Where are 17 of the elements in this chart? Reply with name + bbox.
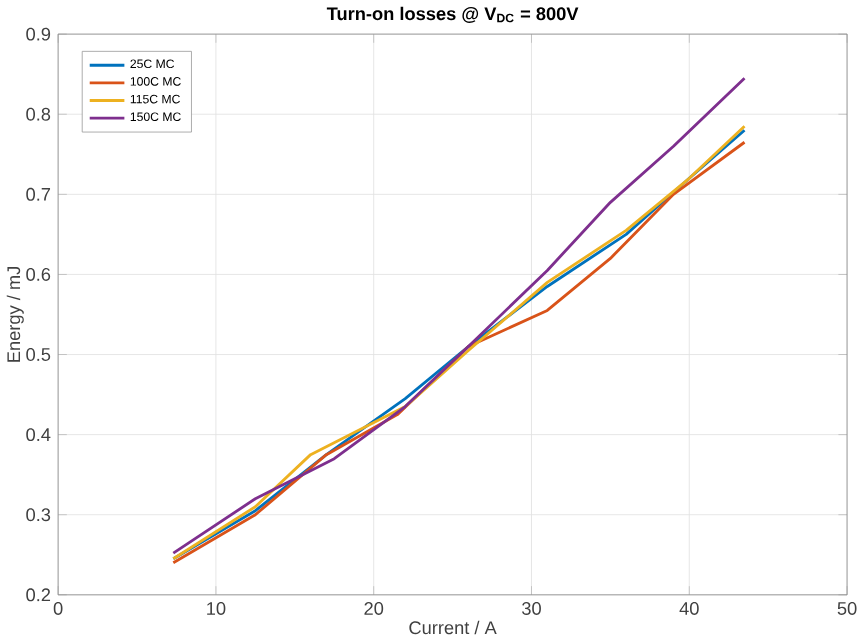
y-tick-label: 0.6 [26, 267, 51, 281]
x-tick-label: 40 [679, 601, 699, 615]
x-tick-label: 50 [837, 601, 857, 615]
x-tick-label: 20 [364, 601, 384, 615]
x-tick-label: 0 [53, 601, 63, 615]
chart-title: Turn-on losses @ V$_{DC}$ = 800V [326, 6, 579, 23]
y-axis-title: Energy / mJ [6, 266, 24, 362]
x-tick-label: 10 [207, 601, 226, 615]
y-tick-label: 0.8 [26, 107, 51, 121]
y-tick-label: 0.4 [26, 427, 51, 441]
y-tick-label: 0.9 [26, 27, 51, 41]
x-axis-title: Current / A [409, 620, 497, 634]
x-tick-label: 30 [522, 601, 541, 615]
y-tick-label: 0.2 [26, 587, 51, 601]
y-tick-label: 0.7 [26, 187, 51, 201]
y-tick-label: 0.3 [26, 507, 51, 521]
y-tick-label: 0.5 [26, 347, 51, 361]
